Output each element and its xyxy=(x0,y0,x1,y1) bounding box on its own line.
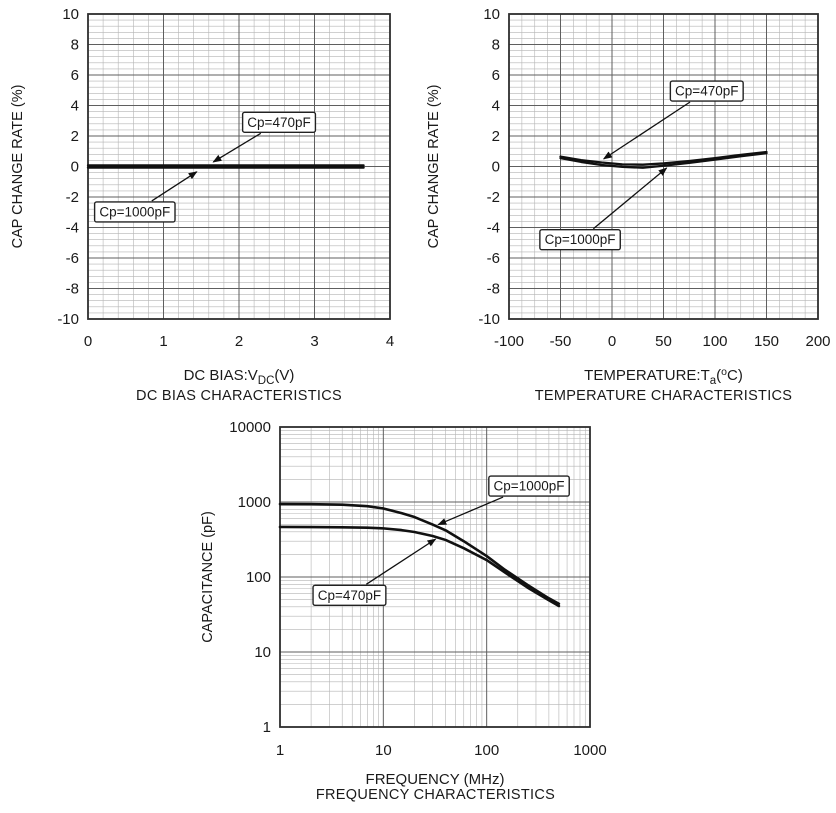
annotation-Cp=1000pF: Cp=1000pF xyxy=(437,475,570,526)
annotation-text: Cp=1000pF xyxy=(545,232,616,247)
dc-bias-chart: 0 1 2 3 4 10 8 6 4 2 0 -2 -4 -6 -8 -10 DC BIAS:VDC(V) CAP… xyxy=(10,6,394,387)
tick-labels: -100 -50 0 50 100 150 200 10 8 6 4 2 0 -2 -4 -6 -8 -10 xyxy=(478,6,830,350)
x-tick-label: 1 xyxy=(159,333,167,350)
y-tick-label: 10 xyxy=(62,6,79,23)
y-tick-label: -4 xyxy=(487,220,500,237)
plot-border xyxy=(279,426,591,728)
x-tick-label: 0 xyxy=(84,333,92,350)
annotation-box xyxy=(312,584,387,607)
series-Cp=470pF xyxy=(559,150,768,166)
x-tick-label: 0 xyxy=(608,333,616,350)
x-tick-label: 150 xyxy=(754,333,779,350)
annotation-text: Cp=1000pF xyxy=(99,204,170,219)
annotation-text: Cp=470pF xyxy=(318,588,381,603)
series-Cp=470pF xyxy=(278,525,561,608)
tick-labels: 0 1 2 3 4 10 8 6 4 2 0 -2 -4 -6 -8 -10 xyxy=(57,6,394,350)
temperature-chart-title: TEMPERATURE CHARACTERISTICS xyxy=(534,388,793,404)
y-tick-label: -4 xyxy=(66,220,79,237)
y-tick-label: -8 xyxy=(66,281,79,298)
x-axis-label: DC BIAS:VDC(V) xyxy=(184,367,295,387)
annotation-box xyxy=(669,80,744,102)
annotation-arrow xyxy=(212,132,262,163)
series-curves xyxy=(86,164,365,169)
y-tick-label: -8 xyxy=(487,281,500,298)
x-tick-label: 3 xyxy=(310,333,318,350)
annotation-Cp=470pF: Cp=470pF xyxy=(212,111,317,163)
y-tick-label: -10 xyxy=(57,311,79,328)
y-axis-label: CAPACITANCE (pF) xyxy=(200,511,216,643)
annotation-box xyxy=(488,475,570,497)
tick-labels: 1 10 100 1000 1 10 100 1000 10000 xyxy=(229,419,606,759)
x-tick-label: 4 xyxy=(386,333,394,350)
y-tick-label: 6 xyxy=(71,67,79,84)
x-axis-label: FREQUENCY (MHz) xyxy=(366,771,505,788)
annotation-box xyxy=(93,201,176,223)
x-tick-label: 50 xyxy=(655,333,672,350)
temperature-chart: -100 -50 0 50 100 150 200 10 8 6 4 2 0 -2 -4 -6 -8 -10 TEM… xyxy=(426,6,831,387)
y-tick-label: 6 xyxy=(492,67,500,84)
y-tick-label: -2 xyxy=(66,189,79,206)
x-tick-label: 200 xyxy=(805,333,830,350)
x-tick-label: 100 xyxy=(474,742,499,759)
annotation-text: Cp=1000pF xyxy=(494,479,565,494)
x-tick-label: 1000 xyxy=(573,742,606,759)
y-tick-label: 100 xyxy=(246,569,271,586)
y-tick-label: 4 xyxy=(71,98,79,115)
y-tick-label: -6 xyxy=(66,250,79,267)
x-tick-label: 100 xyxy=(702,333,727,350)
annotation-arrow xyxy=(592,167,668,230)
y-tick-label: 8 xyxy=(71,37,79,54)
series-Cp=1000pF xyxy=(559,152,768,169)
y-tick-label: 8 xyxy=(492,37,500,54)
annotation-text: Cp=470pF xyxy=(247,115,310,130)
annotation-Cp=470pF: Cp=470pF xyxy=(602,80,744,160)
annotation-arrow xyxy=(365,538,437,585)
y-axis-label: CAP CHANGE RATE (%) xyxy=(10,85,26,249)
series-Cp=1000pF xyxy=(278,502,561,606)
y-tick-label: -10 xyxy=(478,311,500,328)
x-tick-label: 1 xyxy=(276,742,284,759)
annotation-box xyxy=(539,228,621,251)
y-tick-label: 0 xyxy=(71,159,79,176)
dc-bias-chart-title: DC BIAS CHARACTERISTICS xyxy=(136,388,342,404)
annotation-arrow xyxy=(602,101,691,160)
y-tick-label: 2 xyxy=(492,128,500,145)
annotation-Cp=1000pF: Cp=1000pF xyxy=(93,171,198,223)
y-axis-label: CAP CHANGE RATE (%) xyxy=(426,85,442,249)
y-tick-label: -6 xyxy=(487,250,500,267)
annotation-Cp=470pF: Cp=470pF xyxy=(312,538,437,607)
y-tick-label: 0 xyxy=(492,159,500,176)
y-tick-label: 10000 xyxy=(229,419,271,436)
annotation-Cp=1000pF: Cp=1000pF xyxy=(539,167,668,251)
frequency-chart-title: FREQUENCY CHARACTERISTICS xyxy=(315,787,556,803)
x-axis-label: TEMPERATURE:Ta(oC) xyxy=(584,366,743,387)
y-tick-label: -2 xyxy=(487,189,500,206)
series-curves xyxy=(559,150,768,169)
x-tick-label: 10 xyxy=(375,742,392,759)
plot-border xyxy=(508,13,819,320)
annotation-box xyxy=(241,111,317,133)
y-tick-label: 1000 xyxy=(238,494,271,511)
frequency-chart: 1 10 100 1000 1 10 100 1000 10000 FREQUENCY (MHz)… xyxy=(200,419,607,788)
y-tick-label: 1 xyxy=(263,719,271,736)
y-tick-label: 10 xyxy=(483,6,500,23)
y-tick-label: 4 xyxy=(492,98,500,115)
annotation-arrow xyxy=(151,171,198,202)
y-tick-label: 2 xyxy=(71,128,79,145)
annotation-text: Cp=470pF xyxy=(675,84,738,99)
annotation-arrow xyxy=(437,496,504,526)
x-tick-label: -50 xyxy=(550,333,572,350)
series-curves xyxy=(278,502,561,608)
y-tick-label: 10 xyxy=(254,644,271,661)
x-tick-label: 2 xyxy=(235,333,243,350)
x-tick-label: -100 xyxy=(494,333,524,350)
